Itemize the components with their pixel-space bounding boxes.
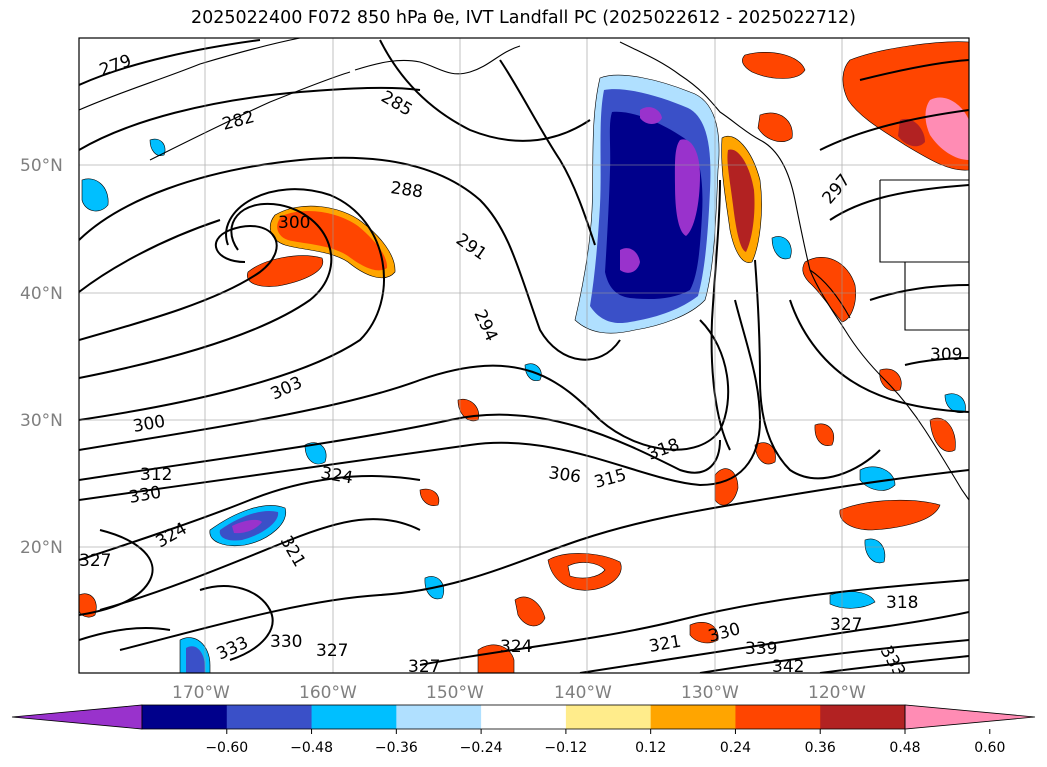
colorbar-outline	[141, 704, 906, 730]
colorbar-tick-label: 0.60	[974, 740, 1005, 756]
colorbar-extend-min	[11, 704, 143, 730]
colorbar-tick-label: 0.36	[805, 740, 836, 756]
contour-label: 324	[500, 637, 532, 657]
contour-label: 306	[547, 463, 582, 487]
map-panel	[79, 38, 969, 673]
colorbar-tick-label: −0.24	[460, 740, 503, 756]
lat-label: 40°N	[20, 284, 63, 304]
colorbar-bin	[820, 705, 906, 729]
theta-e-contours	[79, 39, 969, 673]
contour-label: 342	[772, 657, 804, 677]
contour-label: 339	[745, 639, 777, 659]
contour-label: 300	[278, 213, 310, 233]
lon-label: 150°W	[426, 683, 484, 703]
contour-label: 318	[886, 593, 918, 613]
lon-label: 170°W	[172, 683, 230, 703]
colorbar: −0.60 −0.48 −0.36 −0.24 −0.12 0.12 0.24 0.36 0.4…	[11, 704, 1036, 756]
colorbar-bin	[311, 705, 397, 729]
colorbar-tick-label: −0.48	[290, 740, 333, 756]
colorbar-bin	[481, 705, 567, 729]
colorbar-tick-label: −0.36	[375, 740, 418, 756]
contour-label: 327	[316, 641, 348, 661]
contour-label: 309	[930, 345, 962, 365]
coastlines	[79, 38, 969, 501]
lon-axis: 170°W 160°W 150°W 140°W 130°W 120°W	[172, 683, 866, 703]
map-title: 2025022400 F072 850 hPa θe, IVT Landfall…	[191, 8, 856, 28]
colorbar-bin	[226, 705, 313, 729]
negative-core-extreme	[674, 139, 700, 236]
contour-label: 327	[79, 551, 111, 571]
colorbar-bin	[735, 705, 821, 729]
colorbar-tick-label: 0.12	[635, 740, 666, 756]
contour-label: 327	[830, 615, 862, 635]
lon-label: 120°W	[808, 683, 866, 703]
colorbar-tick-label: 0.24	[720, 740, 751, 756]
map-layers: 279 282 285 288 291 294 297 300 300 303 …	[79, 38, 969, 677]
lat-label: 50°N	[20, 156, 63, 176]
lat-label: 30°N	[20, 411, 63, 431]
colorbar-tick-label: −0.60	[205, 740, 248, 756]
lat-axis: 50°N 40°N 30°N 20°N	[20, 156, 63, 558]
contour-label: 312	[140, 465, 172, 485]
lon-label: 140°W	[554, 683, 612, 703]
colorbar-bin	[396, 705, 482, 729]
colorbar-tick-label: −0.12	[544, 740, 587, 756]
graticule	[79, 38, 969, 673]
pc-shading	[79, 41, 969, 673]
contour-label: 288	[389, 178, 424, 202]
contour-label: 327	[408, 657, 440, 677]
colorbar-bin	[142, 705, 228, 729]
colorbar-bin	[650, 705, 736, 729]
colorbar-bin	[565, 705, 652, 729]
colorbar-tick-label: 0.48	[889, 740, 920, 756]
contour-label: 330	[270, 632, 302, 652]
colorbar-extend-max	[904, 704, 1036, 730]
lon-label: 130°W	[681, 683, 739, 703]
lat-label: 20°N	[20, 538, 63, 558]
lon-label: 160°W	[299, 683, 357, 703]
map-frame	[78, 37, 970, 674]
